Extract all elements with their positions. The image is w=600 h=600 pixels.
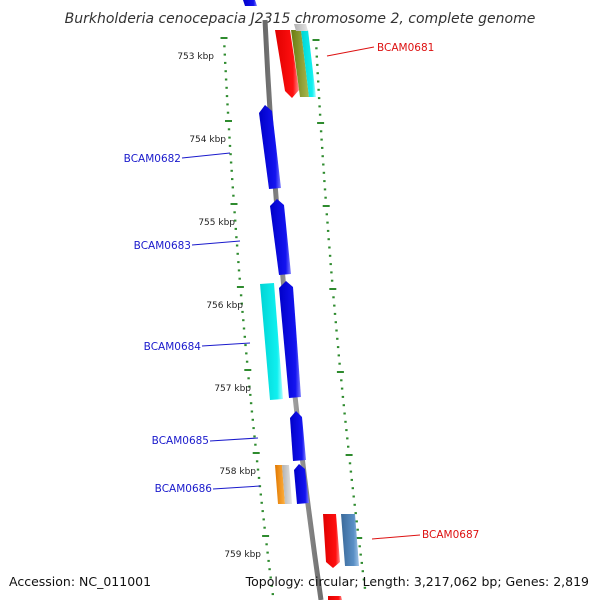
scale-label-753: 753 kbp: [177, 52, 214, 62]
gene-bcam0684-blue[interactable]: [279, 281, 301, 398]
gene-label-bcam0682[interactable]: BCAM0682: [124, 153, 181, 165]
accession-text: Accession: NC_011001: [9, 574, 151, 589]
gene-bcam0686-gray[interactable]: [282, 465, 292, 504]
scale-label-758: 758 kbp: [219, 467, 256, 477]
scale-label-759: 759 kbp: [224, 550, 261, 560]
gene-bcam0687-steel[interactable]: [341, 514, 359, 566]
gene-bcam0681-gray-cap[interactable]: [294, 24, 308, 31]
scale-label-755: 755 kbp: [198, 218, 235, 228]
gene-bcam0686-blue[interactable]: [294, 464, 309, 504]
gene-label-bcam0681[interactable]: BCAM0681: [377, 42, 434, 54]
forward-strand-genes: [275, 24, 359, 600]
gene-bcam0687-red[interactable]: [323, 514, 340, 568]
gene-bcam0681-red[interactable]: [275, 30, 299, 98]
gene-label-bcam0683[interactable]: BCAM0683: [134, 240, 191, 252]
scale-label-757: 757 kbp: [214, 384, 251, 394]
scale-label-756: 756 kbp: [206, 301, 243, 311]
gene-bcam0683[interactable]: [270, 199, 291, 275]
topology-text: Topology: circular; Length: 3,217,062 bp…: [245, 574, 589, 589]
gene-bcam0686-orange[interactable]: [275, 465, 285, 504]
gene-label-bcam0684[interactable]: BCAM0684: [144, 341, 202, 353]
gene-bcam0682[interactable]: [259, 105, 281, 189]
reverse-strand-genes: [243, 0, 309, 504]
gene-bcam0684-cyan[interactable]: [260, 283, 283, 400]
gene-label-bcam0687[interactable]: BCAM0687: [422, 529, 479, 541]
map-title: Burkholderia cenocepacia J2315 chromosom…: [65, 11, 536, 27]
gene-partial-bottom[interactable]: [328, 596, 342, 600]
leader-lines: [181, 46, 421, 540]
inner-scale-ticks: [220, 37, 274, 596]
gene-partial-top[interactable]: [243, 0, 257, 6]
scale-label-754: 754 kbp: [189, 135, 226, 145]
gene-bcam0681-olive[interactable]: [291, 30, 309, 97]
gene-label-bcam0685[interactable]: BCAM0685: [152, 435, 209, 447]
gene-label-bcam0686[interactable]: BCAM0686: [155, 483, 213, 495]
gene-bcam0681-cyan[interactable]: [301, 30, 316, 97]
gene-bcam0685[interactable]: [290, 411, 306, 461]
outer-scale-ticks: [312, 39, 367, 589]
